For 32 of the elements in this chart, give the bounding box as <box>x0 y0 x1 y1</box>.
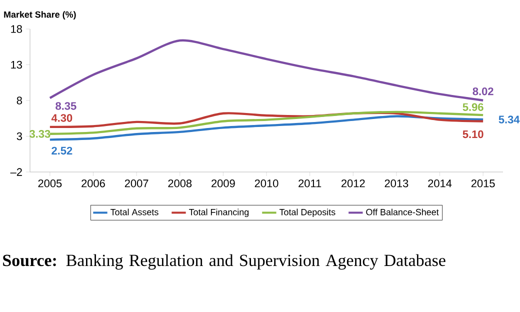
x-tick-label: 2007 <box>124 180 148 188</box>
data-label: 5.10 <box>462 130 484 138</box>
y-axis-title: Market Share (%) <box>4 11 76 20</box>
y-tick-label: 13 <box>11 60 22 69</box>
y-tick-label: 18 <box>11 25 22 33</box>
data-label: 3.33 <box>30 130 50 138</box>
x-tick-label: 2005 <box>38 180 62 188</box>
data-label: 5.34 <box>498 116 520 124</box>
x-tick-label: 2008 <box>168 180 192 188</box>
x-tick-label: 2011 <box>298 180 322 188</box>
data-label: 8.35 <box>56 102 76 110</box>
x-tick-label: 2012 <box>341 180 365 188</box>
data-label: 4.30 <box>51 114 72 122</box>
x-tick-label: 2015 <box>471 180 495 188</box>
text: Source: Banking Regulation and Supervision Agency Database <box>3 254 446 270</box>
legend-label: Total Assets <box>110 208 158 216</box>
y-tick-label: 8 <box>16 96 22 104</box>
x-tick-label: 2009 <box>212 180 235 188</box>
data-label: 2.52 <box>52 146 72 155</box>
data-label: 5.96 <box>462 103 484 111</box>
x-tick-label: 2010 <box>254 180 278 188</box>
x-tick-label: 2013 <box>384 180 408 188</box>
x-tick-label: 2006 <box>82 180 105 188</box>
legend-label: Off Balance-Sheet <box>366 208 439 216</box>
y-tick-label: –2 <box>10 168 22 176</box>
line-series <box>48 112 484 128</box>
data-label: 8.02 <box>472 87 494 96</box>
line-series <box>48 115 484 141</box>
x-tick-label: 2014 <box>428 180 452 188</box>
y-tick-label: 3 <box>16 132 22 140</box>
legend-label: Total Financing <box>189 208 249 218</box>
legend-label: Total Deposits <box>279 208 336 218</box>
